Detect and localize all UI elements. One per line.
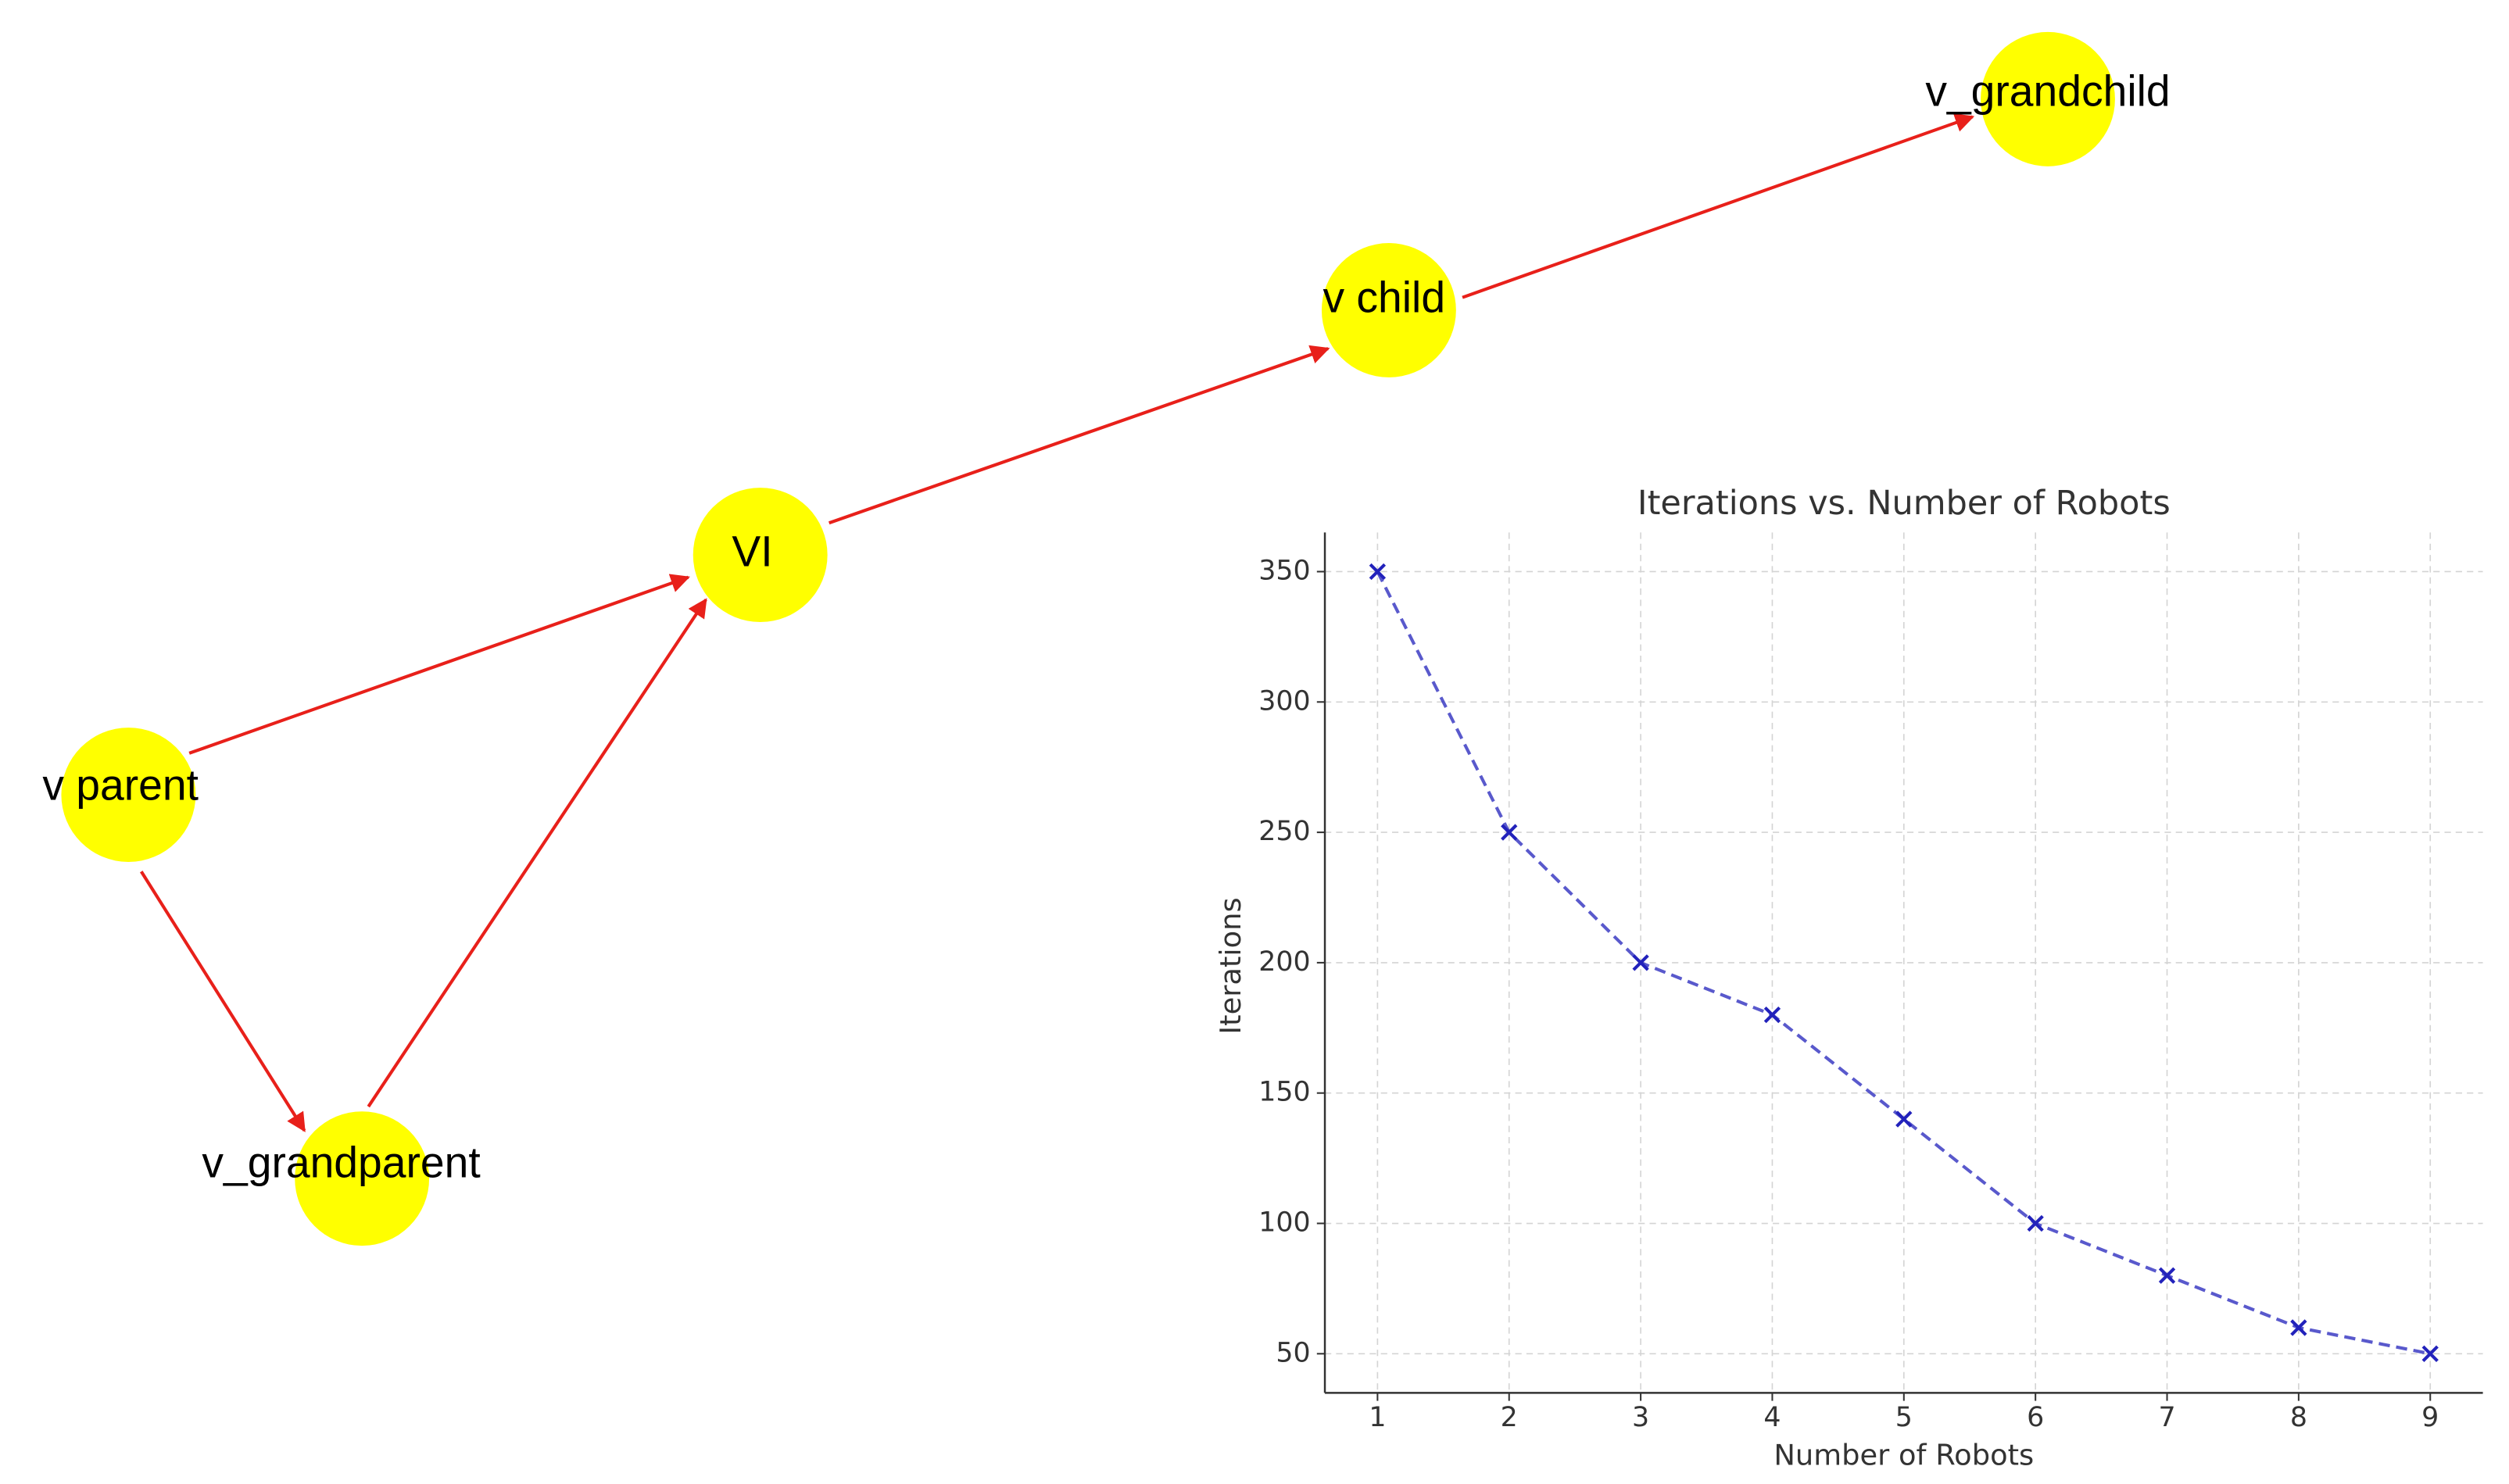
node-circle (693, 488, 828, 623)
data-marker (2158, 1267, 2176, 1284)
x-tick-label: 5 (1895, 1402, 1913, 1433)
data-marker (1632, 954, 1649, 971)
data-marker (2290, 1319, 2307, 1336)
data-line (1376, 570, 2431, 1356)
graph-edges (140, 113, 1975, 1132)
x-axis-label: Number of Robots (1773, 1439, 2034, 1472)
edge (188, 574, 690, 755)
node-label: v child (1323, 273, 1445, 321)
node-circle (295, 1111, 430, 1246)
data-marker (1501, 824, 1518, 841)
x-tick-label: 9 (2421, 1402, 2439, 1433)
node-circle (1321, 243, 1456, 377)
data-marker (1369, 563, 1387, 581)
edge (828, 345, 1330, 525)
x-tick-label: 1 (1369, 1402, 1386, 1433)
y-tick-label: 200 (1258, 946, 1310, 978)
x-tick-label: 6 (2027, 1402, 2044, 1433)
node-label: v_grandparent (202, 1138, 480, 1186)
data-marker (2027, 1214, 2044, 1232)
chart-title: Iterations vs. Number of Robots (1637, 484, 2171, 523)
edge (140, 871, 306, 1132)
x-tick-label: 2 (1501, 1402, 1518, 1433)
node-circle (61, 728, 196, 862)
edge (1462, 113, 1975, 299)
node-circle (1981, 31, 2115, 166)
y-axis-label: Iterations (1214, 897, 1247, 1034)
y-tick-label: 300 (1258, 685, 1310, 717)
y-tick-label: 50 (1276, 1337, 1310, 1368)
y-tick-label: 100 (1258, 1207, 1310, 1239)
data-marker (1895, 1110, 1913, 1128)
y-tick-label: 250 (1258, 816, 1310, 847)
y-tick-label: 150 (1258, 1077, 1310, 1108)
node-label: v_grandchild (1925, 66, 2170, 115)
x-tick-label: 8 (2290, 1402, 2307, 1433)
data-marker (1763, 1006, 1781, 1024)
x-tick-label: 4 (1763, 1402, 1781, 1433)
chart: Iterations vs. Number of Robots Number o… (1214, 484, 2483, 1472)
x-tick-label: 7 (2158, 1402, 2175, 1433)
edge (367, 598, 707, 1108)
node-label: VI (732, 527, 772, 576)
data-marker (2421, 1345, 2439, 1362)
graph-nodes: v parent v_grandparent VI v child v_grandchi… (42, 31, 2171, 1246)
y-tick-label: 350 (1258, 555, 1310, 586)
node-label: v parent (42, 760, 199, 809)
x-tick-label: 3 (1632, 1402, 1649, 1433)
